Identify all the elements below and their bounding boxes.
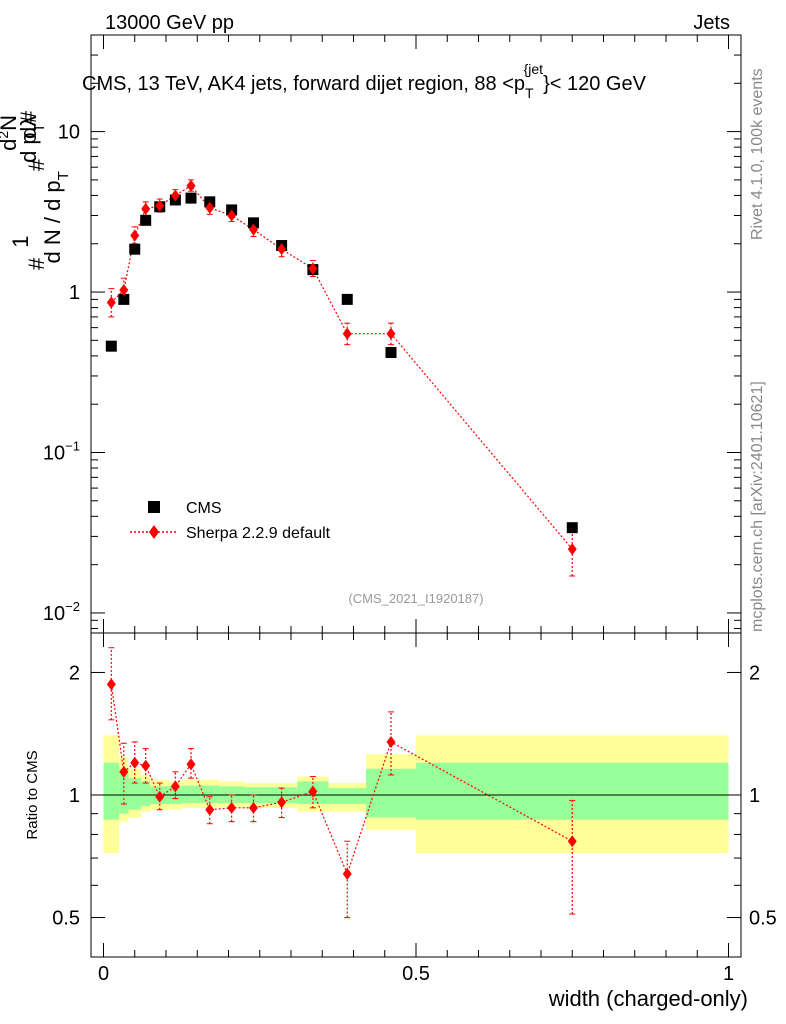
sherpa-point — [186, 179, 196, 192]
legend-cms-label: CMS — [186, 500, 222, 517]
ratio-point — [205, 803, 215, 816]
cms-point — [385, 347, 397, 359]
cms-point — [341, 293, 353, 305]
main-plot-frame — [90, 34, 742, 634]
main-ytick-label: 10−2 — [43, 599, 80, 625]
sherpa-point — [249, 223, 258, 236]
main-ytick-label: 10−1 — [43, 439, 80, 465]
ratio-ytick-label-left: 2 — [69, 662, 80, 684]
cms-point — [105, 340, 117, 352]
sherpa-point — [386, 327, 396, 340]
xtick-label: 0 — [98, 963, 109, 985]
ratio-point — [277, 796, 287, 809]
cms-point — [566, 522, 578, 534]
sherpa-point — [205, 201, 215, 214]
header-right: Jets — [693, 12, 730, 34]
ratio-point — [141, 759, 151, 772]
plot-title: CMS, 13 TeV, AK4 jets, forward dijet reg… — [82, 61, 647, 101]
band-green — [200, 785, 220, 804]
legend-cms-marker — [148, 501, 160, 513]
ratio-point — [155, 790, 165, 803]
band-green — [141, 781, 151, 806]
analysis-watermark: (CMS_2021_I1920187) — [348, 591, 483, 606]
ratio-point — [106, 678, 116, 691]
cms-point — [140, 214, 152, 226]
cms-point — [129, 243, 141, 255]
ratio-point — [170, 780, 180, 793]
mcplots-label: mcplots.cern.ch [arXiv:2401.10621] — [749, 381, 766, 632]
main-axis-ticks: 10 1 10−1 10−2 — [43, 34, 741, 633]
band-green — [328, 788, 366, 805]
sherpa-point — [106, 296, 116, 309]
sherpa-point — [141, 202, 151, 215]
plot-title-close: }< 120 GeV — [543, 73, 647, 95]
plot-title-sup: {jet — [524, 61, 544, 77]
ratio-point — [386, 735, 396, 748]
legend-sherpa-marker — [149, 525, 159, 539]
ratio-ytick-label-right: 2 — [749, 662, 760, 684]
cms-point — [185, 192, 197, 204]
main-data-points — [105, 179, 578, 577]
sherpa-point — [170, 189, 180, 202]
ratio-ytick-label-right: 1 — [749, 785, 760, 807]
ratio-data-points — [106, 647, 577, 919]
ratio-ytick-label-right: 0.5 — [749, 908, 777, 930]
sherpa-point — [567, 543, 577, 556]
ratio-point — [249, 801, 258, 814]
main-ytick-label: 1 — [69, 282, 80, 304]
sherpa-point — [277, 243, 287, 256]
x-axis-label: width (charged-only) — [548, 986, 748, 1011]
ratio-ytick-label-left: 0.5 — [52, 908, 80, 930]
band-green — [416, 762, 729, 820]
ratio-point — [130, 756, 140, 769]
main-ylabel: #1d N / d pT#d pT#d2Ndλ — [0, 110, 72, 270]
band-green — [128, 778, 141, 810]
ratio-line — [110, 684, 573, 876]
ratio-ytick-label-left: 1 — [69, 785, 80, 807]
main-ytick-label: 10 — [58, 122, 80, 144]
band-green — [366, 768, 416, 818]
legend-sherpa-label: Sherpa 2.2.9 default — [186, 525, 331, 542]
band-green — [181, 785, 201, 804]
rivet-label: Rivet 4.1.0, 100k events — [749, 68, 766, 240]
ratio-point — [308, 785, 318, 798]
xtick-label: 0.5 — [402, 963, 430, 985]
legend: CMS Sherpa 2.2.9 default — [130, 500, 331, 542]
cms-point — [248, 217, 259, 229]
ratio-point — [227, 801, 237, 814]
ratio-point — [119, 765, 129, 778]
xtick-label: 1 — [723, 963, 734, 985]
sherpa-point — [119, 283, 129, 296]
plot-title-sub: T — [525, 85, 534, 101]
sherpa-point — [227, 209, 237, 222]
sherpa-point — [130, 229, 140, 242]
sherpa-line — [110, 184, 573, 550]
cms-point — [118, 293, 130, 305]
ratio-point — [342, 867, 352, 880]
plot-title-main: CMS, 13 TeV, AK4 jets, forward dijet reg… — [82, 73, 525, 95]
sherpa-point — [155, 199, 165, 212]
band-green — [103, 762, 120, 820]
header-left: 13000 GeV pp — [105, 12, 234, 34]
ratio-ylabel: Ratio to CMS — [24, 750, 41, 839]
ratio-axis-ticks: 2 2 1 1 0.5 0.5 0 0.5 1 — [52, 633, 777, 985]
sherpa-point — [308, 262, 318, 275]
ratio-uncertainty-bands — [91, 735, 741, 854]
main-ylabel-text: #1d N / d pT#d pT#d2Ndλ — [0, 110, 72, 270]
ratio-point — [186, 758, 196, 771]
ratio-point — [567, 835, 577, 848]
sherpa-point — [342, 327, 352, 340]
